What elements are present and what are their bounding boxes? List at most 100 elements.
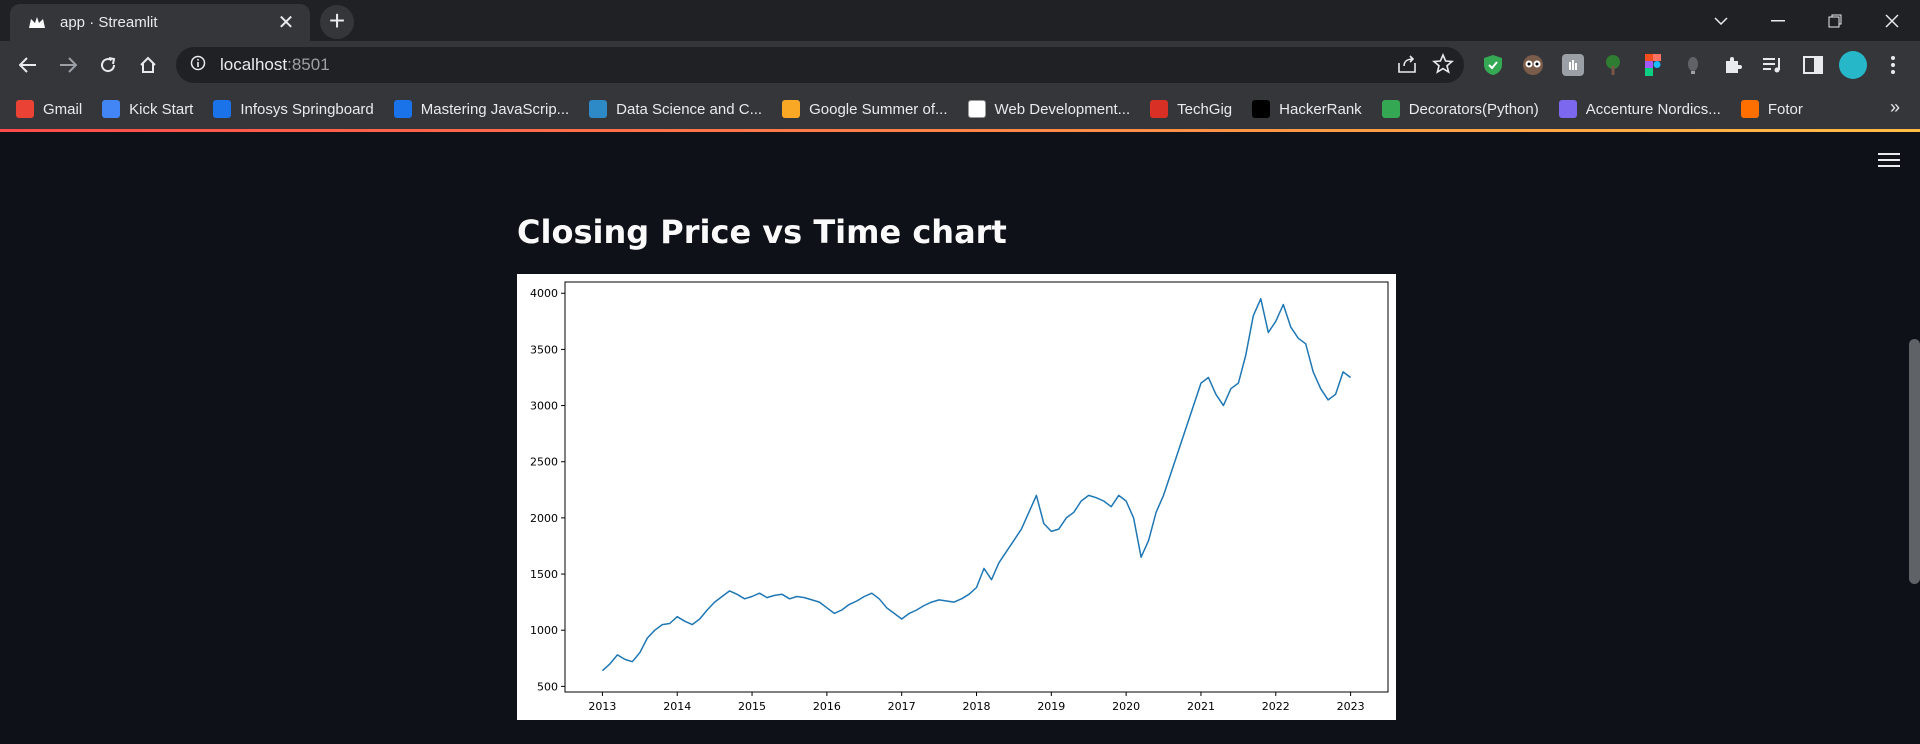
hamburger-menu-icon[interactable] [1878,153,1900,171]
bookmark-label: Mastering JavaScrip... [420,100,570,118]
profile-avatar[interactable] [1838,49,1868,81]
url-port: :8501 [287,55,330,74]
accenture-icon [1558,100,1577,118]
gmail-icon [16,100,34,118]
bookmark-item[interactable]: Decorators(Python) [1381,100,1539,118]
springboard-icon [393,100,412,118]
browser-tab[interactable]: app · Streamlit ✕ [10,4,310,41]
tree-extension-icon[interactable] [1598,49,1628,81]
x-tick-label: 2015 [738,700,766,713]
bookmark-label: Fotor [1767,100,1803,118]
bookmark-item[interactable]: Fotor [1740,100,1803,118]
puzzle-extensions-icon[interactable] [1718,49,1748,81]
bookmark-label: Infosys Springboard [240,100,374,118]
site-info-icon[interactable] [190,55,206,76]
bookmark-item[interactable]: TechGig [1150,100,1232,118]
closing-price-line [601,298,1352,672]
bookmark-item[interactable]: Gmail [16,100,82,118]
bookmark-item[interactable]: Data Science and C... [589,100,762,118]
restore-button[interactable] [1806,0,1863,41]
y-tick-label: 2000 [530,512,558,525]
plot-frame [564,281,1389,693]
bookmark-item[interactable]: Web Development... [967,100,1131,118]
matplotlib-chart: 500 1000 1500 2000 2500 3000 3500 4000 2013 2014 2… [517,274,1396,720]
window-controls [1692,0,1920,41]
y-tick-label: 3000 [530,400,558,413]
chart-svg: 500 1000 1500 2000 2500 3000 3500 4000 2013 2014 2… [530,281,1389,713]
gsoc-icon [782,100,801,118]
close-tab-icon[interactable]: ✕ [277,12,295,34]
bookmarks-overflow-icon[interactable]: » [1889,97,1900,117]
x-tick-label: 2022 [1262,700,1290,713]
lamp-extension-icon[interactable] [1678,49,1708,81]
tab-strip: app · Streamlit ✕ + [0,0,1920,41]
page-scrollbar[interactable] [1909,339,1920,584]
bookmark-item[interactable]: Kick Start [102,100,193,118]
omnibox-actions [1396,52,1454,80]
x-tick-label: 2014 [663,700,691,713]
bookmark-label: Decorators(Python) [1408,100,1539,118]
x-tick-label: 2019 [1037,700,1065,713]
streamlit-crown-icon [26,12,48,34]
techgig-icon [1150,100,1169,118]
figma-extension-icon[interactable] [1638,49,1668,81]
back-arrow-icon[interactable] [12,49,44,81]
bookmark-item[interactable]: Infosys Springboard [213,100,374,118]
fotor-icon [1740,100,1759,118]
bookmark-star-icon[interactable] [1432,52,1454,80]
x-tick-label: 2016 [813,700,841,713]
decorators-icon [1381,100,1400,118]
x-tick-label: 2013 [588,700,616,713]
shield-extension-icon[interactable] [1478,49,1508,81]
bookmark-item[interactable]: HackerRank [1252,100,1362,118]
url-host: localhost [220,55,288,74]
bookmark-label: Kick Start [129,100,194,118]
tab-title: app · Streamlit [60,14,158,31]
datascience-icon [589,100,608,118]
streamlit-decoration-bar [0,129,1920,132]
y-tick-label: 500 [537,680,558,693]
streamlit-app: Closing Price vs Time chart 500 1000 1500 2… [0,129,1920,744]
bookmark-item[interactable]: Mastering JavaScrip... [393,100,570,118]
bookmarks-bar: Gmail Kick Start Infosys Springboard Master… [0,89,1920,129]
y-tick-label: 2500 [530,456,558,469]
owl-extension-icon[interactable] [1518,49,1548,81]
browser-toolbar: localhost:8501 [0,41,1920,89]
bookmark-label: Google Summer of... [809,100,948,118]
bookmark-label: Gmail [43,100,83,118]
y-tick-label: 1500 [530,568,558,581]
tab-search-chevron-icon[interactable] [1692,0,1749,41]
close-window-button[interactable] [1863,0,1920,41]
reading-list-icon[interactable] [1758,49,1788,81]
minimize-button[interactable] [1749,0,1806,41]
x-tick-label: 2021 [1187,700,1215,713]
forward-arrow-icon[interactable] [52,49,84,81]
bookmark-label: Accenture Nordics... [1585,100,1721,118]
x-tick-label: 2017 [888,700,916,713]
page-title: Closing Price vs Time chart [517,213,1007,251]
kebab-menu-icon[interactable] [1878,49,1908,81]
side-panel-icon[interactable] [1798,49,1828,81]
springboard-icon [213,100,232,118]
hackerrank-icon [1252,100,1271,118]
reload-icon[interactable] [92,49,124,81]
extensions-area [1478,49,1908,81]
bookmark-label: HackerRank [1279,100,1362,118]
bookmark-item[interactable]: Google Summer of... [782,100,948,118]
y-tick-label: 1000 [530,624,558,637]
new-tab-button[interactable]: + [320,5,354,39]
bookmark-label: TechGig [1177,100,1233,118]
google-icon [102,100,121,118]
share-icon[interactable] [1396,53,1418,80]
bookmark-label: Data Science and C... [616,100,763,118]
home-icon[interactable] [132,49,164,81]
address-bar[interactable]: localhost:8501 [176,47,1464,83]
y-tick-label: 3500 [530,343,558,356]
gesture-extension-icon[interactable] [1558,49,1588,81]
bookmark-label: Web Development... [994,100,1131,118]
webdev-icon [967,100,986,118]
x-tick-label: 2023 [1337,700,1365,713]
bookmark-item[interactable]: Accenture Nordics... [1558,100,1721,118]
y-tick-label: 4000 [530,287,558,300]
x-tick-label: 2018 [963,700,991,713]
